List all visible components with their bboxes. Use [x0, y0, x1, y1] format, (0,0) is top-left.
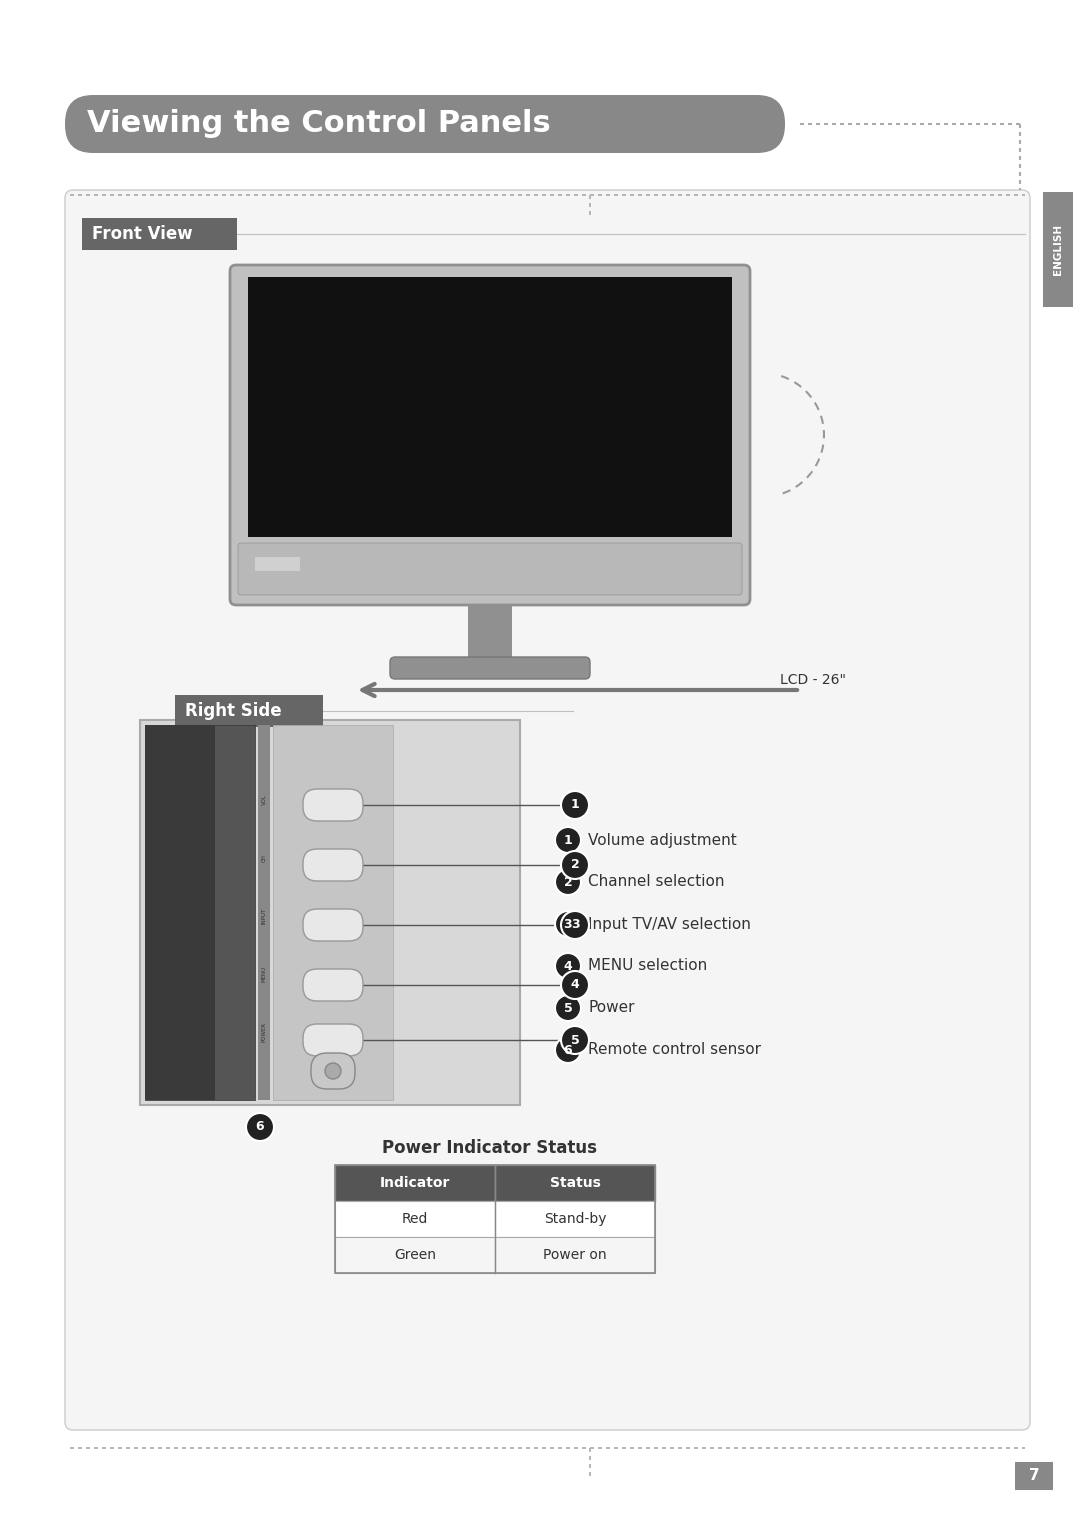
FancyBboxPatch shape [303, 789, 363, 822]
Circle shape [561, 971, 589, 999]
Text: MENU selection: MENU selection [588, 959, 707, 974]
Text: Red: Red [402, 1212, 428, 1226]
Text: 6: 6 [256, 1121, 265, 1133]
FancyBboxPatch shape [303, 909, 363, 941]
Text: 4: 4 [570, 979, 579, 991]
Bar [145, 725, 215, 1099]
Circle shape [246, 1113, 274, 1141]
Text: Viewing the Control Panels: Viewing the Control Panels [87, 110, 551, 139]
Text: 1: 1 [564, 834, 572, 846]
FancyBboxPatch shape [303, 1025, 363, 1057]
Bar [335, 1237, 495, 1274]
Text: LCD - 26": LCD - 26" [780, 673, 846, 687]
Text: MENU: MENU [261, 967, 267, 982]
Text: Volume adjustment: Volume adjustment [588, 832, 737, 847]
Text: Right Side: Right Side [185, 702, 282, 721]
Circle shape [555, 828, 581, 854]
Text: 3: 3 [570, 919, 579, 931]
Text: Status: Status [550, 1176, 600, 1190]
Circle shape [555, 869, 581, 895]
Text: 5: 5 [564, 1002, 572, 1014]
Bar [468, 605, 512, 657]
Circle shape [555, 1037, 581, 1063]
Bar [335, 1165, 654, 1274]
Text: 6: 6 [564, 1043, 572, 1057]
Text: CH: CH [261, 854, 267, 861]
FancyBboxPatch shape [303, 970, 363, 1002]
Bar [495, 1237, 654, 1274]
Text: Remote control sensor: Remote control sensor [588, 1043, 761, 1058]
Text: Power Indicator Status: Power Indicator Status [382, 1139, 597, 1157]
Circle shape [561, 912, 589, 939]
Bar [1043, 192, 1074, 307]
Bar [140, 721, 519, 1106]
Circle shape [325, 1063, 341, 1080]
Text: 2: 2 [564, 875, 572, 889]
Text: 1: 1 [570, 799, 579, 811]
Text: VOL: VOL [261, 794, 267, 805]
Circle shape [555, 953, 581, 979]
Bar [82, 218, 237, 250]
Text: Green: Green [394, 1248, 436, 1261]
Text: 5: 5 [570, 1034, 579, 1046]
Bar [335, 1202, 495, 1237]
Text: 2: 2 [570, 858, 579, 872]
Bar [495, 1165, 654, 1202]
Bar [1015, 1461, 1053, 1490]
Bar [145, 725, 255, 1099]
Text: INPUT: INPUT [261, 909, 267, 924]
FancyBboxPatch shape [303, 849, 363, 881]
Bar [175, 695, 323, 727]
Circle shape [561, 851, 589, 880]
Bar [273, 725, 393, 1099]
FancyBboxPatch shape [390, 657, 590, 680]
Text: Channel selection: Channel selection [588, 875, 725, 890]
Bar [258, 725, 270, 1099]
FancyBboxPatch shape [65, 95, 785, 153]
FancyBboxPatch shape [311, 1054, 355, 1089]
Text: 3: 3 [564, 918, 572, 930]
Text: Input TV/AV selection: Input TV/AV selection [588, 916, 751, 931]
Circle shape [561, 1026, 589, 1054]
Text: 7: 7 [1028, 1469, 1039, 1484]
FancyBboxPatch shape [238, 544, 742, 596]
Text: ENGLISH: ENGLISH [1053, 224, 1063, 275]
Bar [335, 1165, 495, 1202]
Text: Indicator: Indicator [380, 1176, 450, 1190]
Text: Power: Power [588, 1000, 635, 1015]
Bar [248, 276, 732, 538]
Text: 4: 4 [564, 959, 572, 973]
Circle shape [561, 791, 589, 818]
FancyBboxPatch shape [65, 189, 1030, 1429]
FancyBboxPatch shape [230, 266, 750, 605]
Text: Front View: Front View [92, 224, 192, 243]
Text: Stand-by: Stand-by [543, 1212, 606, 1226]
Circle shape [555, 996, 581, 1022]
Circle shape [555, 912, 581, 938]
Bar [255, 557, 300, 571]
Text: Power on: Power on [543, 1248, 607, 1261]
Text: POWER: POWER [261, 1022, 267, 1041]
Bar [495, 1202, 654, 1237]
